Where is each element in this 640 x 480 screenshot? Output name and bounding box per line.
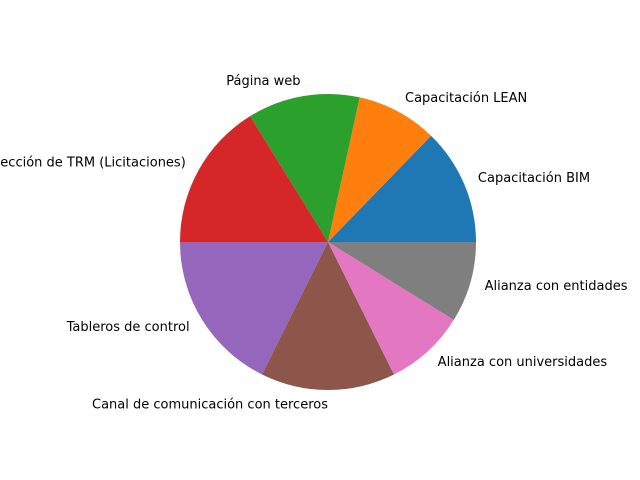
pie-label-3: Proyección de TRM (Licitaciones) (0, 155, 186, 170)
pie-slice-6 (328, 242, 454, 375)
pie-label-6: Alianza con universidades (438, 355, 608, 370)
pie-label-0: Capacitación BIM (478, 171, 590, 186)
pie-slice-2 (250, 94, 360, 242)
pie-label-1: Capacitación LEAN (405, 91, 527, 106)
pie-slice-7 (328, 242, 476, 320)
pie-label-4: Tableros de control (66, 320, 190, 335)
pie-slice-4 (180, 242, 328, 375)
pie-label-5: Canal de comunicación con terceros (92, 397, 328, 412)
pie-label-2: Página web (226, 74, 300, 89)
pie-slice-5 (262, 242, 394, 390)
pie-label-7: Alianza con entidades (485, 279, 628, 294)
pie-slices (180, 94, 476, 390)
pie-labels: Capacitación BIM Capacitación LEAN Página … (0, 74, 628, 412)
pie-slice-1 (328, 97, 432, 243)
pie-slice-3 (180, 116, 328, 242)
pie-slice-0 (328, 135, 476, 242)
